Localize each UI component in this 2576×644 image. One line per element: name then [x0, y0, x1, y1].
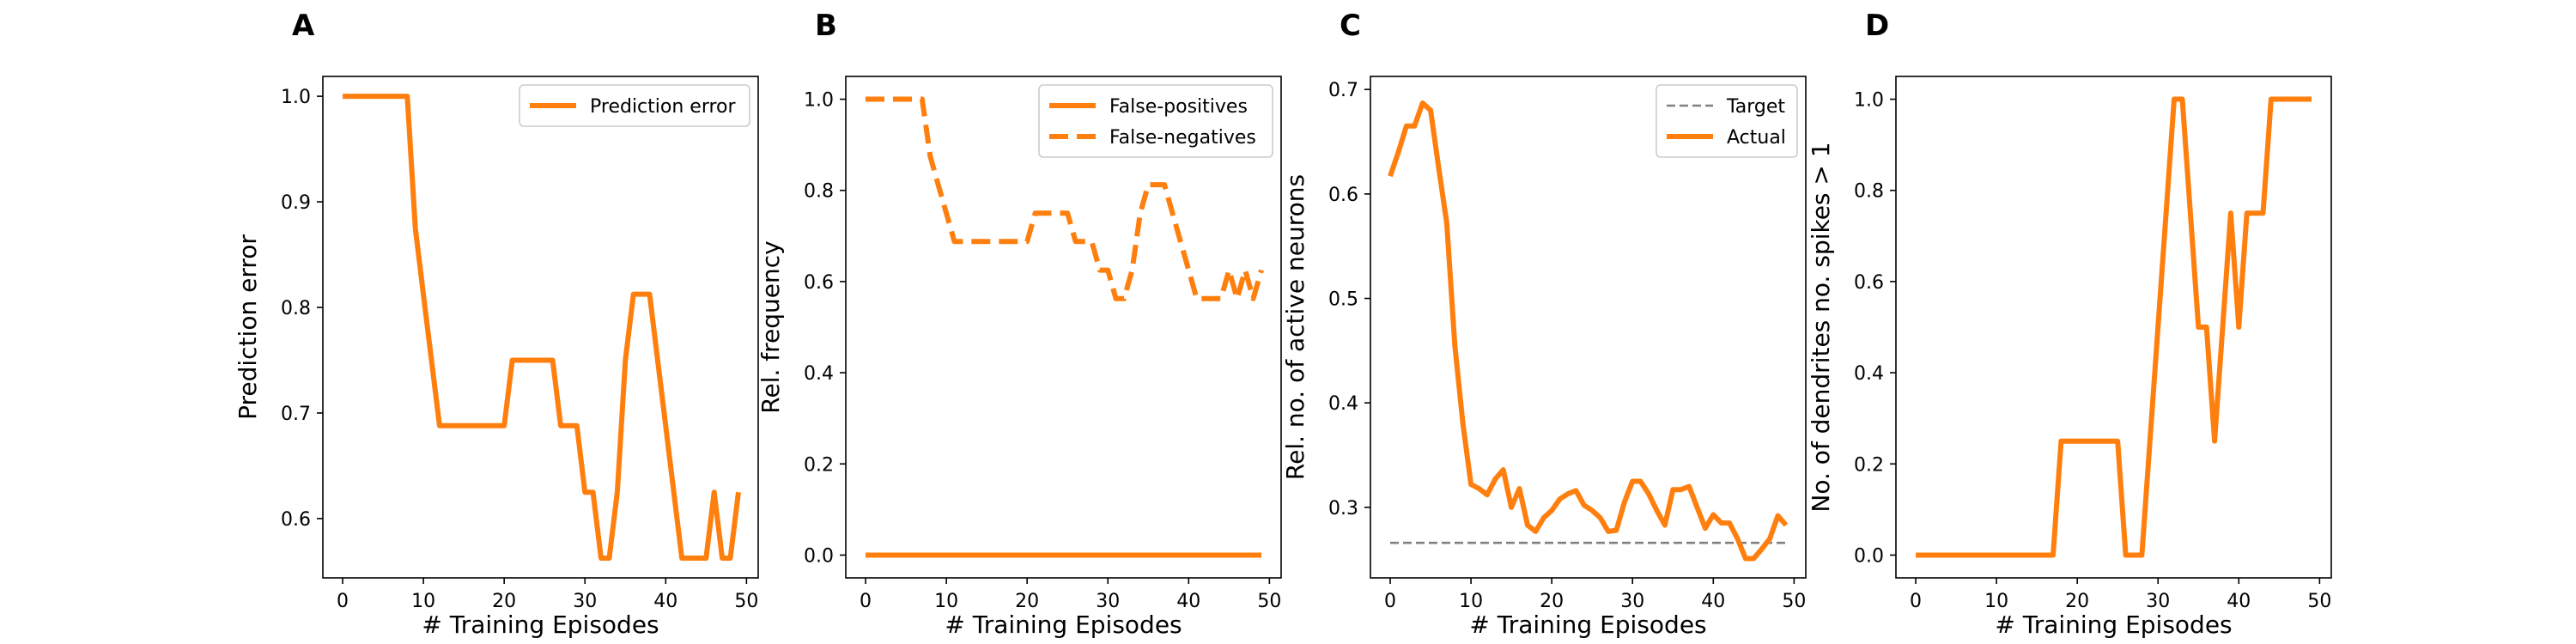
y-tick-label-a-0: 0.6 [281, 509, 311, 531]
panel-label-a: A [292, 9, 315, 43]
legend-c: Target Actual [1656, 84, 1798, 158]
panel-a: A 0 10 20 30 40 50 0.6 0.7 0.8 0.9 1.0 # Training Ep… [234, 9, 759, 639]
y-tick-label-c-4: 0.7 [1328, 80, 1358, 101]
x-tick-label-b-5: 50 [1257, 591, 1281, 612]
axes-frame-b [845, 76, 1282, 579]
y-tick-label-c-3: 0.6 [1328, 185, 1358, 206]
x-tick-label-a-4: 40 [653, 591, 677, 612]
x-tick-label-b-0: 0 [860, 591, 872, 612]
y-axis-label-b: Rel. frequency [756, 240, 785, 413]
series-line-b-1 [866, 96, 1264, 301]
x-tick-label-d-4: 40 [2227, 591, 2251, 612]
y-tick-label-d-3: 0.6 [1854, 272, 1884, 294]
series-line-c-1 [1388, 100, 1789, 562]
y-tick-label-a-2: 0.8 [281, 298, 311, 319]
x-tick-label-a-1: 10 [411, 591, 435, 612]
x-axis-label-d: # Training Episodes [1995, 611, 2232, 639]
legend-label-b-0: False-positives [1109, 96, 1248, 118]
x-axis-label-c: # Training Episodes [1469, 611, 1706, 639]
panel-c: C 0 10 20 30 40 50 0.3 0.4 0.5 0.6 0.7 # Training Ep… [1281, 9, 1807, 639]
y-tick-label-c-1: 0.4 [1328, 393, 1358, 415]
x-tick-label-c-5: 50 [1782, 591, 1806, 612]
x-tick-label-b-4: 40 [1176, 591, 1200, 612]
x-tick-label-d-2: 20 [2065, 591, 2089, 612]
x-tick-label-a-0: 0 [337, 591, 349, 612]
legend-label-a-0: Prediction error [590, 96, 736, 118]
y-tick-label-b-2: 0.4 [804, 363, 834, 385]
y-tick-label-d-1: 0.2 [1854, 454, 1884, 476]
x-tick-label-c-2: 20 [1540, 591, 1564, 612]
y-tick-label-d-0: 0.0 [1854, 545, 1884, 567]
y-tick-label-b-1: 0.2 [804, 454, 834, 476]
legend-b: False-positives False-negatives [1038, 84, 1273, 158]
series-line-a-0 [343, 94, 741, 561]
x-tick-label-d-5: 50 [2307, 591, 2331, 612]
y-tick-label-c-2: 0.5 [1328, 289, 1358, 311]
x-tick-label-b-2: 20 [1015, 591, 1039, 612]
x-tick-label-c-4: 40 [1701, 591, 1725, 612]
legend-label-c-0: Target [1726, 96, 1785, 118]
x-tick-label-c-3: 30 [1620, 591, 1644, 612]
legend-box-b [1038, 84, 1273, 158]
x-tick-label-a-3: 30 [573, 591, 597, 612]
x-tick-label-d-1: 10 [1984, 591, 2008, 612]
x-axis-label-a: # Training Episodes [422, 611, 659, 639]
y-tick-label-a-3: 0.9 [281, 192, 311, 214]
x-tick-label-b-1: 10 [934, 591, 958, 612]
axes-frame-c [1370, 76, 1807, 579]
y-tick-label-d-5: 1.0 [1854, 90, 1884, 112]
y-tick-label-b-3: 0.6 [804, 272, 834, 294]
y-axis-label-c: Rel. no. of active neurons [1281, 174, 1309, 480]
axes-frame-a [322, 76, 759, 579]
y-axis-label-d: No. of dendrites no. spikes > 1 [1807, 142, 1835, 512]
panel-label-c: C [1340, 9, 1361, 43]
x-tick-label-b-3: 30 [1096, 591, 1120, 612]
y-tick-label-d-2: 0.4 [1854, 363, 1884, 385]
panel-label-b: B [815, 9, 837, 43]
legend-box-a [519, 84, 750, 127]
x-tick-label-d-0: 0 [1910, 591, 1922, 612]
y-tick-label-b-5: 1.0 [804, 90, 834, 112]
axes-frame-d [1895, 76, 2332, 579]
legend-label-c-1: Actual [1727, 127, 1786, 149]
x-tick-label-a-5: 50 [734, 591, 758, 612]
y-tick-label-a-1: 0.7 [281, 404, 311, 425]
x-tick-label-c-0: 0 [1384, 591, 1396, 612]
series-line-d-0 [1916, 96, 2312, 558]
x-tick-label-a-2: 20 [492, 591, 516, 612]
x-tick-label-d-3: 30 [2146, 591, 2170, 612]
panel-d: D 0 10 20 30 40 50 0.0 0.2 0.4 0.6 0.8 1.0 # Training… [1807, 9, 2332, 639]
x-tick-label-c-1: 10 [1459, 591, 1483, 612]
panel-b: B 0 10 20 30 40 50 0.0 0.2 0.4 0.6 0.8 1.0 # Training… [756, 9, 1282, 639]
x-axis-label-b: # Training Episodes [945, 611, 1182, 639]
y-tick-label-b-0: 0.0 [804, 545, 834, 567]
panel-label-d: D [1865, 9, 1889, 43]
y-axis-label-a: Prediction error [234, 234, 262, 420]
y-tick-label-d-4: 0.8 [1854, 181, 1884, 203]
y-tick-label-c-0: 0.3 [1328, 498, 1358, 519]
legend-a: Prediction error [519, 84, 750, 127]
y-tick-label-b-4: 0.8 [804, 181, 834, 203]
legend-label-b-1: False-negatives [1109, 127, 1256, 149]
y-tick-label-a-4: 1.0 [281, 87, 311, 108]
